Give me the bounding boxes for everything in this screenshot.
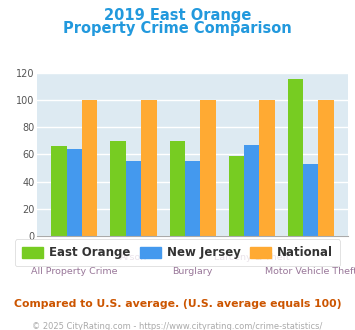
Bar bbox=[288, 80, 303, 236]
Bar bbox=[244, 145, 260, 236]
Bar bbox=[170, 141, 185, 236]
Text: 2019 East Orange: 2019 East Orange bbox=[104, 8, 251, 23]
Text: © 2025 CityRating.com - https://www.cityrating.com/crime-statistics/: © 2025 CityRating.com - https://www.city… bbox=[32, 322, 323, 330]
Bar bbox=[260, 100, 275, 236]
Bar bbox=[303, 164, 318, 236]
Bar bbox=[82, 100, 98, 236]
Text: Burglary: Burglary bbox=[173, 267, 213, 276]
Text: Larceny & Theft: Larceny & Theft bbox=[214, 253, 289, 262]
Legend: East Orange, New Jersey, National: East Orange, New Jersey, National bbox=[15, 239, 340, 266]
Text: All Property Crime: All Property Crime bbox=[31, 267, 118, 276]
Text: Arson: Arson bbox=[120, 253, 147, 262]
Bar bbox=[110, 141, 126, 236]
Bar bbox=[185, 161, 200, 236]
Text: Compared to U.S. average. (U.S. average equals 100): Compared to U.S. average. (U.S. average … bbox=[14, 299, 341, 309]
Bar bbox=[318, 100, 334, 236]
Bar bbox=[200, 100, 215, 236]
Bar bbox=[67, 149, 82, 236]
Text: Property Crime Comparison: Property Crime Comparison bbox=[63, 21, 292, 36]
Bar bbox=[51, 146, 67, 236]
Text: Motor Vehicle Theft: Motor Vehicle Theft bbox=[265, 267, 355, 276]
Bar bbox=[229, 156, 244, 236]
Bar bbox=[126, 161, 141, 236]
Bar bbox=[141, 100, 157, 236]
